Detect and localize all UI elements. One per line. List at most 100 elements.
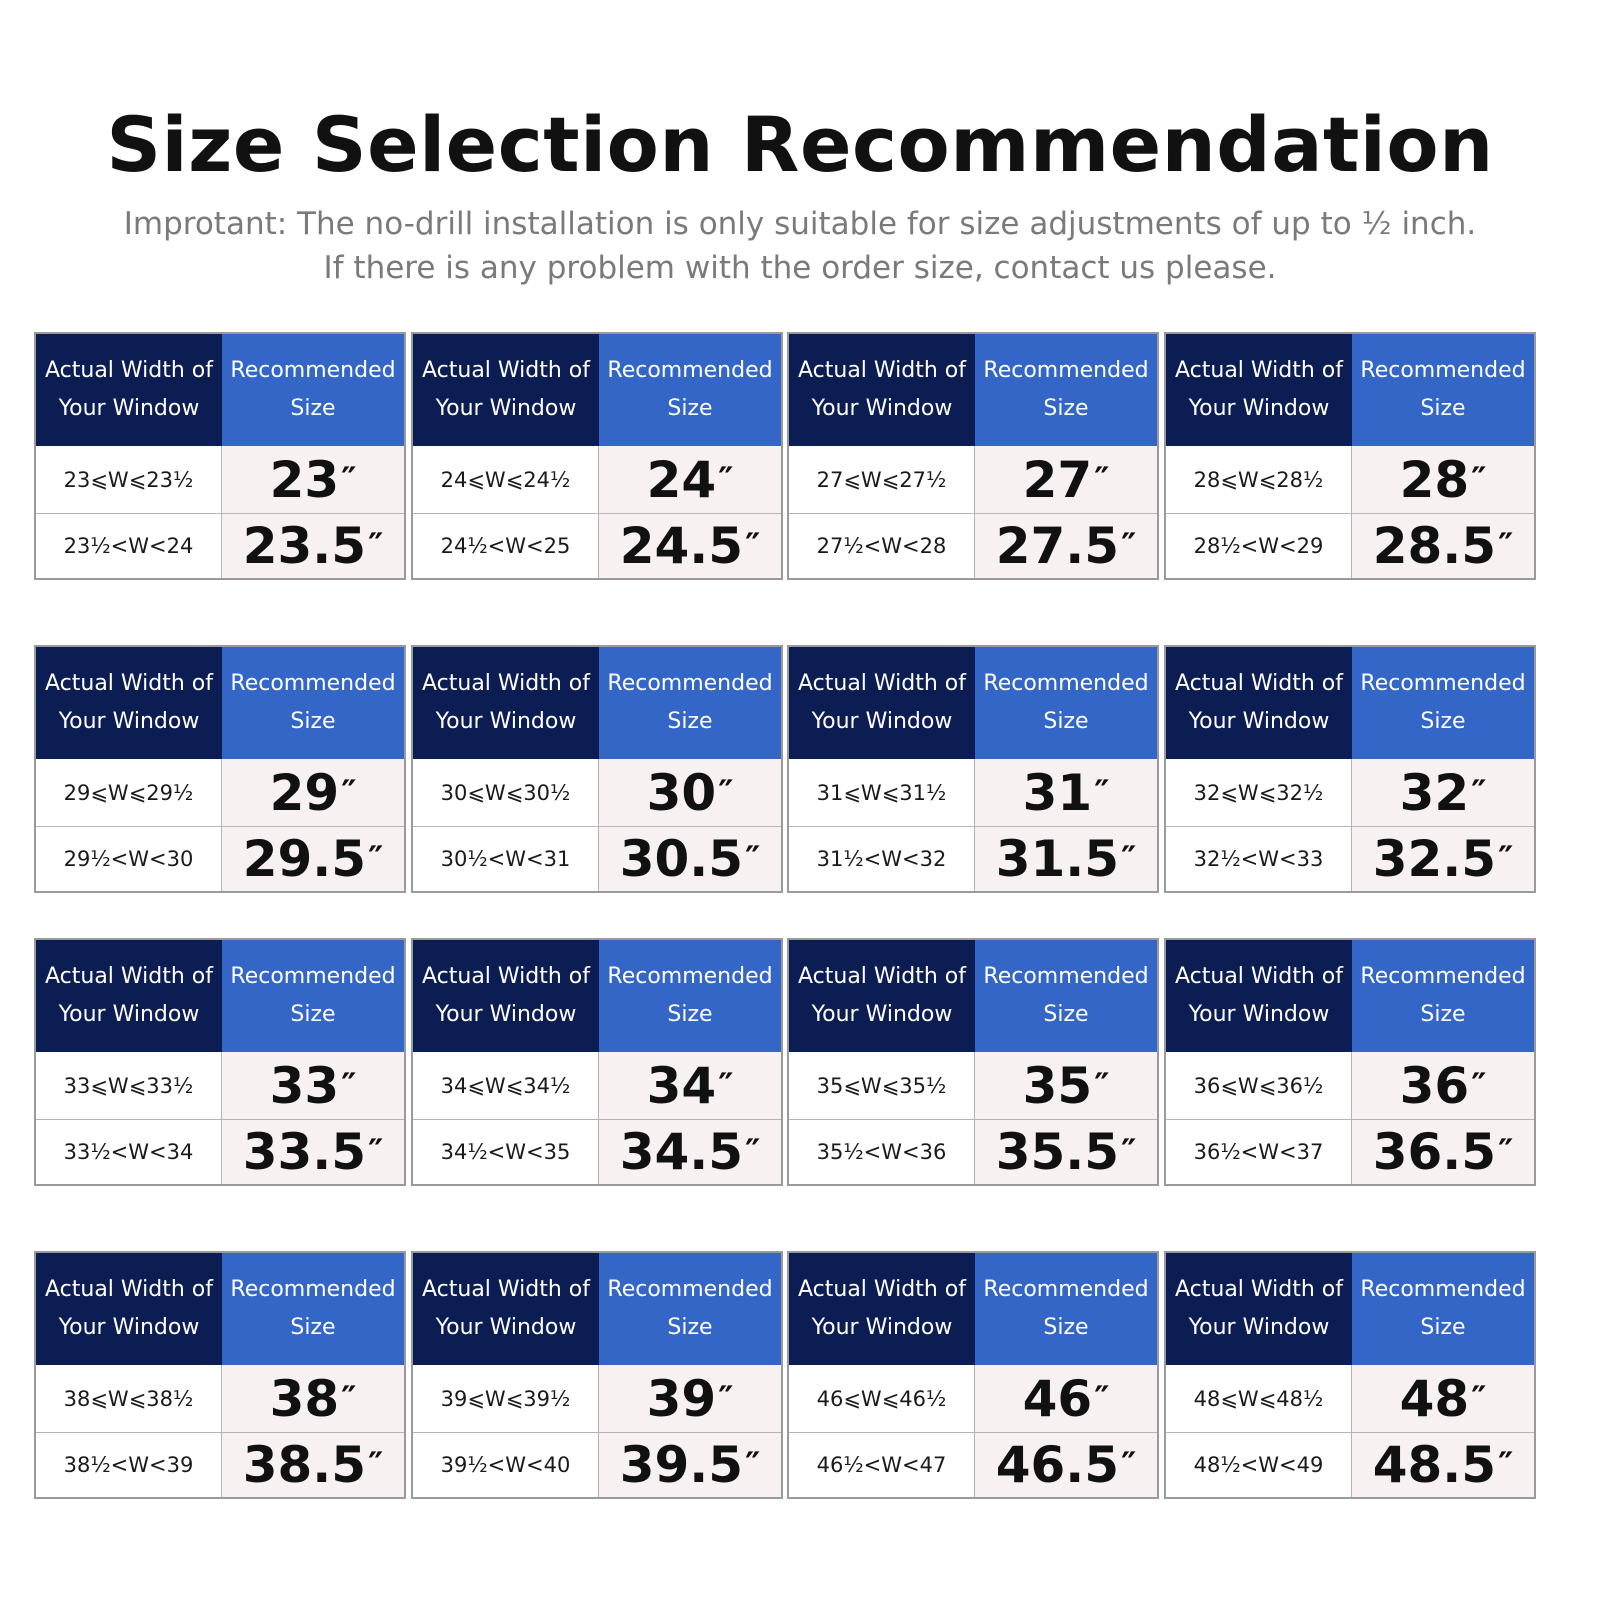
inch-mark: ″ xyxy=(1471,772,1487,813)
recommended-size: 30 ″ xyxy=(599,759,781,826)
header-label: Actual Width of xyxy=(797,1277,967,1302)
header-label: Actual Width of xyxy=(797,671,967,696)
header-label: Recommended xyxy=(230,1277,396,1302)
width-range-text: 23⩽W⩽23½ xyxy=(63,467,194,492)
size-table: Actual Width of Your Window Recommended Siz… xyxy=(1164,1251,1536,1499)
recommended-size: 28.5 ″ xyxy=(1352,514,1534,578)
header-label: Size xyxy=(290,1315,336,1340)
header-label: Actual Width of xyxy=(44,964,214,989)
size-table: Actual Width of Your Window Recommended Siz… xyxy=(787,1251,1159,1499)
inch-mark: ″ xyxy=(1094,459,1110,500)
header-label: Your Window xyxy=(1188,1002,1330,1027)
width-range-text: 30½<W<31 xyxy=(440,847,571,871)
header-actual-width: Actual Width of Your Window xyxy=(413,1253,599,1365)
header-recommended-size: Recommended Size xyxy=(599,1253,781,1365)
table-row: 38½<W<39 38.5 ″ xyxy=(36,1433,404,1497)
header-label: Actual Width of xyxy=(44,671,214,696)
width-range: 30½<W<31 xyxy=(413,827,599,891)
recommended-size: 38.5 ″ xyxy=(222,1433,404,1497)
table-row: 30⩽W⩽30½ 30 ″ xyxy=(413,759,781,827)
width-range-text: 24½<W<25 xyxy=(440,534,571,558)
header-label: Recommended xyxy=(230,358,396,383)
recommended-size: 29 ″ xyxy=(222,759,404,826)
width-range-text: 39½<W<40 xyxy=(440,1453,571,1477)
size-value: 24.5 xyxy=(619,517,744,575)
size-value: 32.5 xyxy=(1372,830,1497,888)
table-row: 31⩽W⩽31½ 31 ″ xyxy=(789,759,1157,827)
header-label: Size xyxy=(667,709,713,734)
recommended-size: 46.5 ″ xyxy=(975,1433,1157,1497)
header-label: Size xyxy=(1420,709,1466,734)
inch-mark: ″ xyxy=(368,839,384,879)
header-actual-width: Actual Width of Your Window xyxy=(789,647,975,759)
header-recommended-size: Recommended Size xyxy=(599,940,781,1052)
inch-mark: ″ xyxy=(745,1445,761,1485)
header-label: Recommended xyxy=(983,358,1149,383)
header-label: Your Window xyxy=(811,1315,953,1340)
header-label: Recommended xyxy=(1360,358,1526,383)
table-header: Actual Width of Your Window Recommended Siz… xyxy=(789,940,1157,1052)
header-label: Size xyxy=(290,709,336,734)
size-value: 38.5 xyxy=(242,1436,367,1494)
width-range: 27⩽W⩽27½ xyxy=(789,446,975,513)
table-row: 28⩽W⩽28½ 28 ″ xyxy=(1166,446,1534,514)
width-range-text: 24⩽W⩽24½ xyxy=(440,467,571,492)
table-header: Actual Width of Your Window Recommended Siz… xyxy=(36,647,404,759)
size-value: 23.5 xyxy=(242,517,367,575)
width-range: 35⩽W⩽35½ xyxy=(789,1052,975,1119)
width-range: 38⩽W⩽38½ xyxy=(36,1365,222,1432)
header-recommended-size: Recommended Size xyxy=(222,940,404,1052)
size-value: 23 xyxy=(269,450,340,509)
recommended-size: 46 ″ xyxy=(975,1365,1157,1432)
table-row: 48⩽W⩽48½ 48 ″ xyxy=(1166,1365,1534,1433)
table-row: 39½<W<40 39.5 ″ xyxy=(413,1433,781,1497)
width-range: 24½<W<25 xyxy=(413,514,599,578)
size-value: 39.5 xyxy=(619,1436,744,1494)
header-actual-width: Actual Width of Your Window xyxy=(36,334,222,446)
header-recommended-size: Recommended Size xyxy=(222,334,404,446)
header-actual-width: Actual Width of Your Window xyxy=(413,334,599,446)
recommended-size: 27 ″ xyxy=(975,446,1157,513)
inch-mark: ″ xyxy=(1094,1378,1110,1419)
inch-mark: ″ xyxy=(368,1132,384,1172)
size-value: 27 xyxy=(1022,450,1093,509)
table-header: Actual Width of Your Window Recommended Siz… xyxy=(789,1253,1157,1365)
table-header: Actual Width of Your Window Recommended Siz… xyxy=(413,940,781,1052)
header-label: Size xyxy=(1420,396,1466,421)
header-label: Actual Width of xyxy=(1174,358,1344,383)
size-value: 28 xyxy=(1399,450,1470,509)
header-label: Your Window xyxy=(435,396,577,421)
header-label: Your Window xyxy=(435,1315,577,1340)
header-label: Actual Width of xyxy=(797,358,967,383)
inch-mark: ″ xyxy=(1471,459,1487,500)
table-row: 23⩽W⩽23½ 23 ″ xyxy=(36,446,404,514)
header-label: Your Window xyxy=(435,1002,577,1027)
size-table: Actual Width of Your Window Recommended Siz… xyxy=(34,332,406,580)
header-actual-width: Actual Width of Your Window xyxy=(1166,334,1352,446)
width-range: 48⩽W⩽48½ xyxy=(1166,1365,1352,1432)
width-range-text: 23½<W<24 xyxy=(63,534,194,558)
inch-mark: ″ xyxy=(745,1132,761,1172)
recommended-size: 24 ″ xyxy=(599,446,781,513)
recommended-size: 36.5 ″ xyxy=(1352,1120,1534,1184)
width-range: 27½<W<28 xyxy=(789,514,975,578)
subtitle-contact: If there is any problem with the order s… xyxy=(323,250,1277,286)
size-value: 34.5 xyxy=(619,1123,744,1181)
table-row: 29⩽W⩽29½ 29 ″ xyxy=(36,759,404,827)
table-header: Actual Width of Your Window Recommended Siz… xyxy=(1166,940,1534,1052)
inch-mark: ″ xyxy=(368,1445,384,1485)
width-range: 46½<W<47 xyxy=(789,1433,975,1497)
width-range: 28½<W<29 xyxy=(1166,514,1352,578)
table-row: 31½<W<32 31.5 ″ xyxy=(789,827,1157,891)
header-label: Recommended xyxy=(230,671,396,696)
size-value: 48.5 xyxy=(1372,1436,1497,1494)
size-value: 33.5 xyxy=(242,1123,367,1181)
header-label: Your Window xyxy=(58,1002,200,1027)
table-row: 39⩽W⩽39½ 39 ″ xyxy=(413,1365,781,1433)
header-label: Actual Width of xyxy=(1174,964,1344,989)
table-row: 48½<W<49 48.5 ″ xyxy=(1166,1433,1534,1497)
size-table: Actual Width of Your Window Recommended Siz… xyxy=(787,645,1159,893)
width-range-text: 46⩽W⩽46½ xyxy=(816,1386,947,1411)
table-header: Actual Width of Your Window Recommended Siz… xyxy=(1166,334,1534,446)
size-value: 29.5 xyxy=(242,830,367,888)
